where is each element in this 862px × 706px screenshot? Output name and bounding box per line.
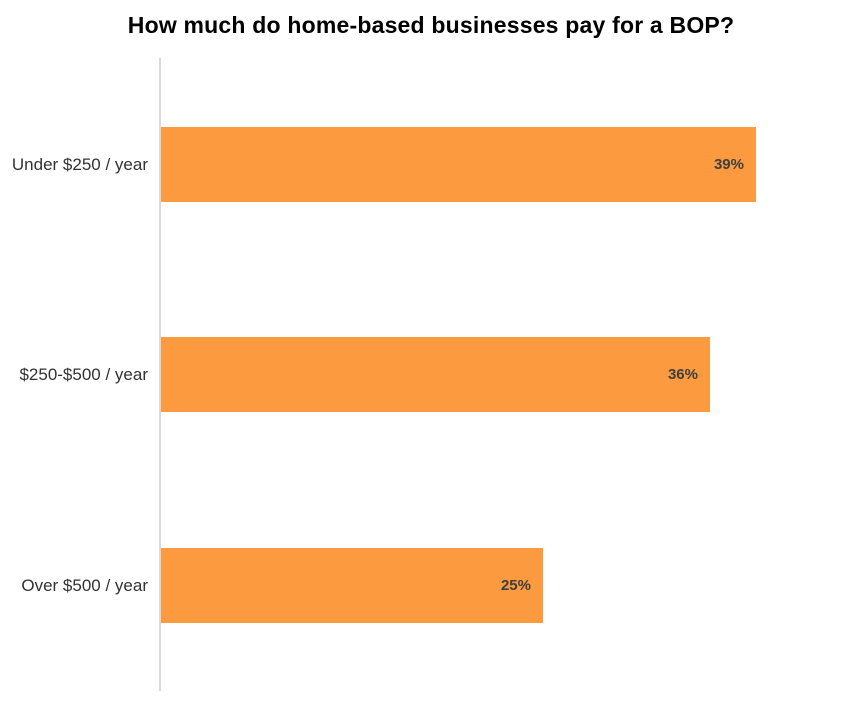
value-label: 39%	[713, 156, 744, 173]
category-label: Over $500 / year	[21, 575, 148, 595]
bar: 36%	[161, 337, 710, 412]
chart-title: How much do home-based businesses pay fo…	[127, 12, 735, 38]
bar: 39%	[161, 127, 756, 202]
value-label: 25%	[500, 577, 531, 594]
bar-row: Under $250 / year 39%	[0, 127, 862, 202]
bar-row: Over $500 / year 25%	[0, 548, 862, 623]
category-label: Under $250 / year	[11, 154, 148, 174]
y-axis-line	[159, 58, 161, 691]
value-label: 36%	[667, 366, 698, 383]
bar-row: $250-$500 / year 36%	[0, 337, 862, 412]
category-label: $250-$500 / year	[19, 364, 148, 384]
bar: 25%	[161, 548, 543, 623]
